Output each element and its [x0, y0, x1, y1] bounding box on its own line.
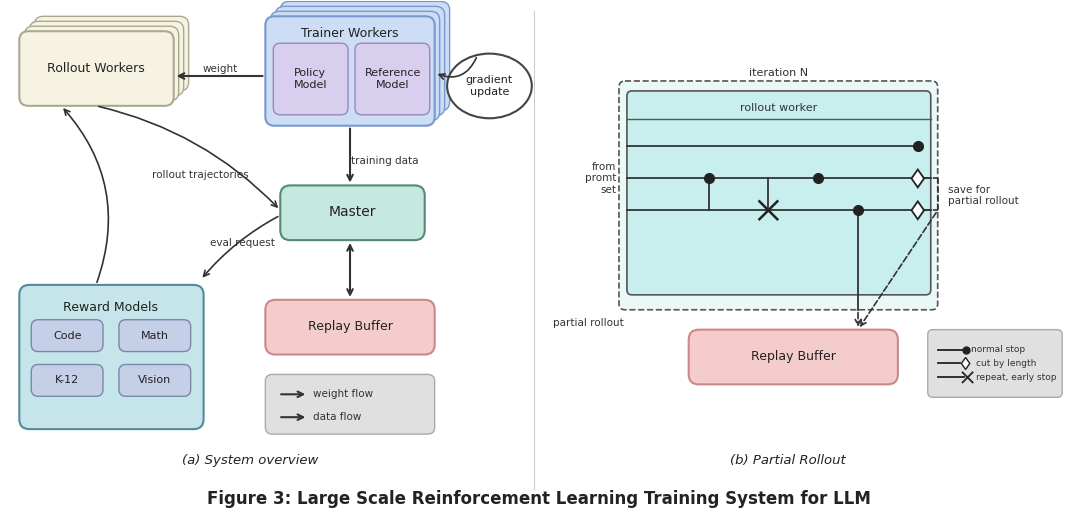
- FancyBboxPatch shape: [270, 11, 440, 121]
- Text: rollout worker: rollout worker: [740, 103, 816, 113]
- Text: (b) Partial Rollout: (b) Partial Rollout: [730, 454, 846, 468]
- FancyBboxPatch shape: [626, 91, 931, 295]
- Text: data flow: data flow: [313, 412, 362, 422]
- Polygon shape: [961, 358, 970, 369]
- Polygon shape: [912, 169, 924, 187]
- FancyBboxPatch shape: [31, 364, 103, 396]
- Text: Trainer Workers: Trainer Workers: [301, 27, 399, 40]
- FancyBboxPatch shape: [266, 375, 434, 434]
- Text: partial rollout: partial rollout: [553, 318, 624, 327]
- Text: save for
partial rollout: save for partial rollout: [947, 185, 1018, 206]
- FancyBboxPatch shape: [266, 16, 434, 126]
- FancyBboxPatch shape: [689, 330, 897, 385]
- Text: Policy
Model: Policy Model: [294, 68, 327, 90]
- FancyBboxPatch shape: [35, 16, 189, 91]
- Text: from
promt
set: from promt set: [584, 162, 616, 195]
- Polygon shape: [912, 202, 924, 219]
- Text: rollout trajectories: rollout trajectories: [152, 170, 248, 180]
- Text: gradient
update: gradient update: [465, 75, 513, 97]
- FancyBboxPatch shape: [24, 26, 178, 101]
- Text: normal stop: normal stop: [971, 345, 1025, 354]
- FancyBboxPatch shape: [19, 285, 204, 429]
- FancyBboxPatch shape: [619, 81, 937, 310]
- FancyBboxPatch shape: [273, 43, 348, 115]
- Text: training data: training data: [351, 156, 419, 166]
- Text: eval request: eval request: [210, 238, 275, 248]
- Ellipse shape: [447, 53, 531, 118]
- Text: repeat, early stop: repeat, early stop: [975, 373, 1056, 382]
- Text: cut by length: cut by length: [975, 359, 1036, 368]
- Text: Code: Code: [53, 331, 81, 341]
- FancyBboxPatch shape: [281, 186, 424, 240]
- FancyBboxPatch shape: [275, 6, 445, 116]
- Text: Master: Master: [328, 205, 376, 220]
- Text: weight flow: weight flow: [313, 389, 374, 399]
- FancyBboxPatch shape: [266, 300, 434, 354]
- FancyBboxPatch shape: [281, 2, 449, 111]
- Text: Math: Math: [140, 331, 168, 341]
- FancyBboxPatch shape: [31, 320, 103, 352]
- Text: weight: weight: [203, 64, 239, 74]
- Text: Figure 3: Large Scale Reinforcement Learning Training System for LLM: Figure 3: Large Scale Reinforcement Lear…: [207, 490, 872, 508]
- Text: Reward Models: Reward Models: [64, 302, 159, 314]
- Text: Replay Buffer: Replay Buffer: [751, 350, 836, 363]
- FancyBboxPatch shape: [119, 320, 191, 352]
- FancyBboxPatch shape: [928, 330, 1063, 397]
- FancyBboxPatch shape: [355, 43, 430, 115]
- FancyBboxPatch shape: [29, 21, 184, 96]
- Text: K-12: K-12: [55, 376, 79, 386]
- Text: Replay Buffer: Replay Buffer: [308, 320, 392, 333]
- Text: Rollout Workers: Rollout Workers: [48, 61, 145, 75]
- Text: Reference
Model: Reference Model: [365, 68, 421, 90]
- FancyBboxPatch shape: [119, 364, 191, 396]
- Text: iteration N: iteration N: [748, 68, 808, 78]
- Text: Vision: Vision: [138, 376, 172, 386]
- FancyBboxPatch shape: [19, 31, 174, 106]
- Text: (a) System overview: (a) System overview: [183, 454, 319, 468]
